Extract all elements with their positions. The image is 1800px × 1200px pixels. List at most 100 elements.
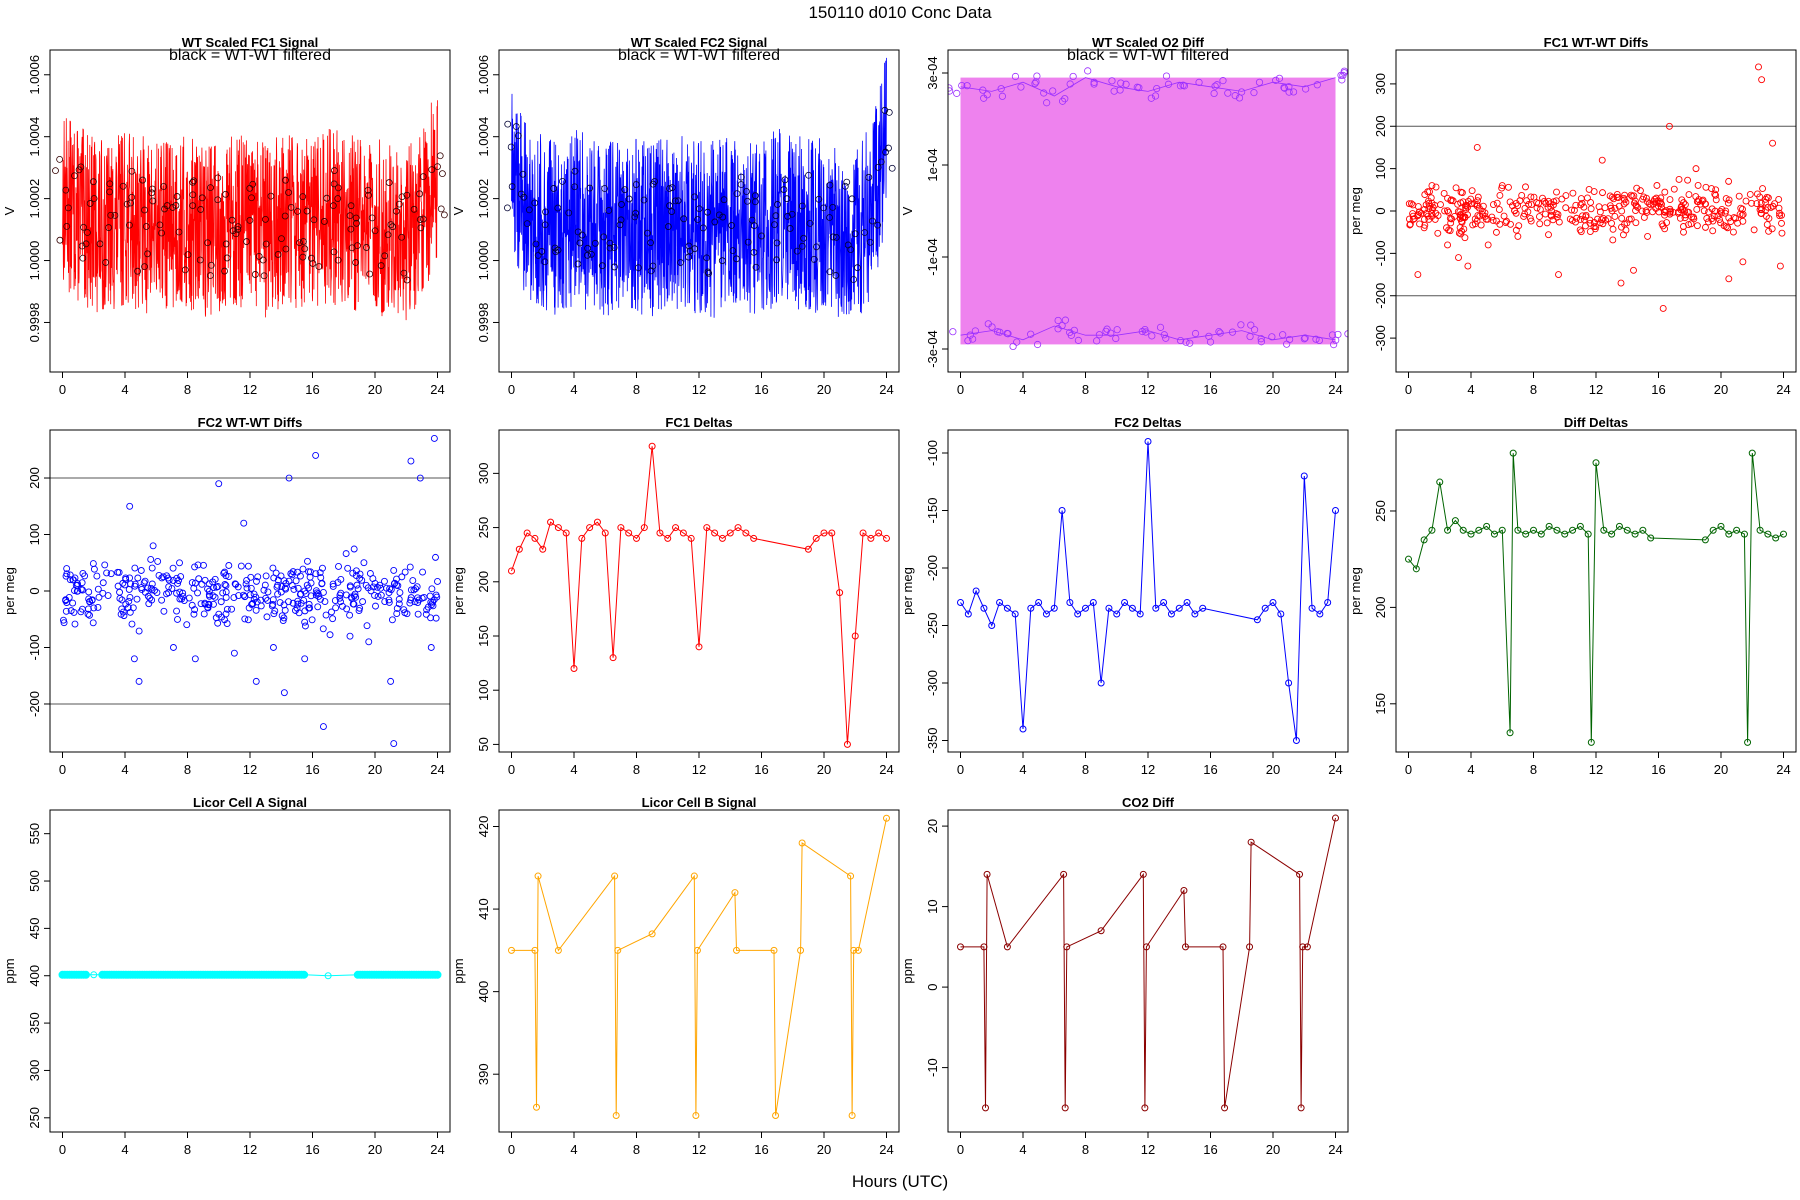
data-point — [329, 615, 337, 623]
data-point — [269, 564, 277, 572]
panel-title: FC2 Deltas — [1114, 415, 1181, 430]
data-point — [1416, 220, 1424, 228]
y-axis-label: V — [451, 206, 466, 215]
data-point — [63, 222, 71, 230]
data-point — [1468, 187, 1476, 195]
data-point — [1405, 215, 1413, 223]
data-point — [119, 608, 127, 616]
data-point — [223, 254, 231, 262]
data-point — [1652, 198, 1660, 205]
data-point — [393, 610, 401, 618]
data-point — [1753, 200, 1761, 208]
data-point — [260, 586, 268, 594]
data-point — [1750, 226, 1758, 234]
data-point — [221, 581, 229, 588]
data-point — [625, 195, 633, 203]
data-point — [334, 256, 342, 264]
data-point — [368, 214, 376, 222]
data-point — [666, 202, 673, 210]
data-point — [885, 108, 893, 116]
data-point — [644, 229, 651, 237]
y-tick-label: 200 — [476, 571, 491, 593]
data-point — [813, 243, 820, 251]
data-point — [243, 577, 251, 584]
data-point — [1609, 236, 1617, 244]
data-point — [829, 203, 837, 211]
data-point — [1733, 526, 1741, 534]
data-point — [786, 225, 794, 232]
data-point — [62, 186, 70, 194]
y-tick-label: 450 — [27, 918, 42, 940]
data-point — [699, 224, 707, 232]
data-point — [1332, 336, 1340, 344]
x-tick-label: 12 — [1589, 382, 1603, 397]
data-point — [215, 480, 223, 488]
data-point — [1144, 438, 1152, 445]
x-tick-label: 20 — [1266, 762, 1280, 777]
data-point — [295, 609, 303, 617]
data-point — [433, 970, 442, 979]
data-point — [185, 594, 193, 602]
data-point — [254, 573, 262, 581]
data-point — [1250, 326, 1259, 334]
panel-licor-b: Licor Cell B Signal ppm 0 4 8 12 16 20 24 390 400 4… — [451, 795, 900, 1157]
data-point — [647, 267, 655, 275]
panel-licor-a: Licor Cell A Signal ppm 0 4 8 12 16 20 24 250 300 3… — [2, 795, 451, 1157]
data-point — [419, 215, 427, 223]
data-point — [600, 233, 608, 241]
data-point — [274, 576, 282, 584]
data-point — [1247, 838, 1255, 846]
data-point — [190, 610, 198, 618]
data-point — [1097, 927, 1105, 935]
data-point — [294, 584, 302, 592]
data-point — [363, 622, 371, 630]
data-point — [797, 946, 805, 954]
data-point — [1122, 80, 1130, 88]
x-tick-label: 12 — [692, 1142, 706, 1157]
data-point — [412, 585, 420, 593]
data-point — [347, 225, 355, 233]
data-point — [1601, 204, 1609, 212]
data-point — [148, 564, 156, 572]
data-point — [1031, 79, 1039, 88]
data-point — [434, 578, 441, 585]
data-point — [1530, 193, 1538, 201]
data-point — [69, 576, 77, 584]
data-point — [246, 217, 254, 224]
data-point — [1553, 526, 1561, 534]
data-point — [222, 572, 230, 580]
data-point — [679, 529, 687, 537]
data-point — [1621, 220, 1628, 228]
data-point — [388, 616, 396, 624]
data-point — [793, 247, 801, 255]
data-point — [570, 665, 578, 673]
data-point — [771, 221, 778, 229]
data-point — [1464, 262, 1472, 270]
data-point — [1019, 725, 1027, 733]
data-point — [1093, 337, 1101, 345]
data-point — [1303, 943, 1311, 951]
data-point — [280, 689, 288, 697]
panel-title: FC1 Deltas — [665, 415, 732, 430]
data-point — [1704, 218, 1712, 226]
data-point — [631, 213, 639, 221]
data-point — [1727, 218, 1735, 226]
data-point — [1461, 202, 1469, 209]
data-point — [189, 178, 197, 186]
data-point — [1296, 870, 1304, 878]
data-point — [1179, 81, 1187, 89]
data-point — [1512, 226, 1520, 234]
data-point — [610, 244, 618, 251]
data-point — [401, 568, 409, 576]
data-point — [733, 190, 741, 198]
data-point — [264, 597, 271, 604]
data-point — [836, 589, 844, 597]
data-point — [1693, 198, 1701, 206]
data-point — [1447, 196, 1455, 204]
data-point — [1090, 78, 1098, 86]
data-point — [414, 610, 422, 618]
data-point — [353, 581, 361, 589]
data-point — [1764, 194, 1772, 202]
data-point — [428, 166, 436, 174]
data-point — [305, 604, 313, 612]
